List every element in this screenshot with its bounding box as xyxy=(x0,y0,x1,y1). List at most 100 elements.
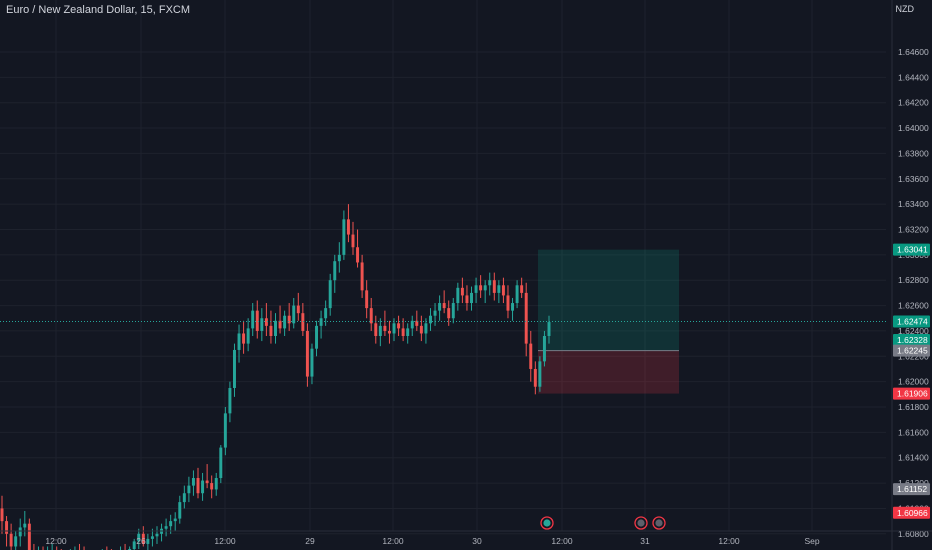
candle-body xyxy=(251,310,255,329)
time-tick-label: 26 xyxy=(136,536,146,546)
candle-body xyxy=(232,349,236,388)
candle-body xyxy=(365,290,369,309)
price-tick-label: 1.62000 xyxy=(898,377,929,387)
currency-label: NZD xyxy=(895,4,915,14)
time-tick-label: 12:00 xyxy=(382,536,404,546)
candle-body xyxy=(296,305,300,314)
candle-body xyxy=(401,328,405,337)
price-tick-label: 1.62800 xyxy=(898,275,929,285)
position-tool[interactable] xyxy=(538,249,679,394)
candle-body xyxy=(374,323,378,337)
price-label: 1.62245 xyxy=(897,346,928,356)
candle-body xyxy=(346,219,350,235)
price-tick-label: 1.63200 xyxy=(898,224,929,234)
price-label: 1.62328 xyxy=(897,335,928,345)
price-label-box xyxy=(893,243,930,256)
candle-body xyxy=(488,280,492,286)
candle-body xyxy=(274,320,277,337)
candle-body xyxy=(333,261,337,281)
candle-body xyxy=(292,305,296,324)
price-label: 1.63041 xyxy=(897,245,928,255)
candle-body xyxy=(538,361,542,387)
candle-body xyxy=(479,285,483,291)
price-label-box xyxy=(893,483,930,496)
time-tick-label: 12:00 xyxy=(718,536,740,546)
price-label: 1.60966 xyxy=(897,508,928,518)
time-tick-label: Sep xyxy=(804,536,819,546)
candle-body xyxy=(242,333,246,344)
candle-body xyxy=(137,533,141,542)
candle-body xyxy=(429,315,432,324)
candle-body xyxy=(132,541,136,550)
candle-body xyxy=(524,292,528,344)
candle-body xyxy=(182,493,186,503)
candle-body xyxy=(155,533,159,537)
candle-body xyxy=(433,310,437,316)
candle-body xyxy=(178,502,182,519)
price-tick-label: 1.61400 xyxy=(898,453,929,463)
candle-body xyxy=(410,320,414,329)
candle-body xyxy=(451,303,455,319)
symbol-title: Euro / New Zealand Dollar, 15, FXCM xyxy=(6,4,191,16)
candle-body xyxy=(169,521,173,527)
candle-body xyxy=(456,287,460,304)
time-axis[interactable]: 12:00 26 12:00 29 12:00 30 12:00 31 12:00 Sep xyxy=(0,530,932,546)
candle-body xyxy=(387,330,391,334)
candle-body xyxy=(9,533,13,547)
candle-body xyxy=(438,303,442,311)
candle-body xyxy=(342,219,346,255)
candle-body xyxy=(146,538,150,544)
candle-body xyxy=(542,336,546,362)
event-marker-flag-icon xyxy=(655,519,663,527)
candle-body xyxy=(210,483,214,490)
price-tick-label: 1.61200 xyxy=(898,478,929,488)
candle-body xyxy=(511,303,515,311)
event-markers[interactable] xyxy=(540,516,666,530)
candle-body xyxy=(191,478,195,486)
candle-body xyxy=(356,247,360,263)
candle-body xyxy=(415,320,419,326)
grid-lines xyxy=(0,0,886,535)
candle-body xyxy=(529,343,533,369)
candle-body xyxy=(219,447,223,479)
candle-body xyxy=(205,480,209,484)
candle-body xyxy=(337,254,341,262)
candle-body xyxy=(392,323,396,334)
price-label-box xyxy=(893,387,930,400)
candle-body xyxy=(305,330,309,377)
candle-body xyxy=(483,285,487,291)
candle-body xyxy=(0,508,4,522)
price-label: 1.61152 xyxy=(897,484,927,494)
candle-body xyxy=(196,478,200,494)
price-tick-label: 1.63800 xyxy=(898,148,929,158)
candle-body xyxy=(27,523,31,550)
candle-body xyxy=(228,387,232,414)
price-tick-label: 1.64000 xyxy=(898,123,929,133)
price-label-box xyxy=(893,344,930,357)
candle-body xyxy=(324,308,328,319)
candle-body xyxy=(360,262,364,291)
candle-body xyxy=(383,325,387,331)
time-tick-label: 12:00 xyxy=(214,536,236,546)
candle-body xyxy=(447,308,451,319)
candle-body xyxy=(442,303,446,309)
time-tick-label: 29 xyxy=(305,536,315,546)
candle-body xyxy=(319,318,323,326)
candle-body xyxy=(501,285,505,296)
candle-body xyxy=(497,285,501,293)
price-axis[interactable]: 1.64600 1.64400 1.64200 1.64000 1.63800 1.636… xyxy=(891,0,932,550)
candle-body xyxy=(506,295,510,311)
profit-zone xyxy=(538,249,679,351)
candle-body xyxy=(406,328,410,337)
candle-body xyxy=(201,480,205,494)
candle-body xyxy=(328,280,332,309)
price-tick-label: 1.61800 xyxy=(898,402,929,412)
candle-body xyxy=(18,527,22,537)
price-tick-label: 1.61600 xyxy=(898,427,929,437)
candle-body xyxy=(14,536,18,547)
candle-body xyxy=(369,308,373,324)
candle-body xyxy=(255,310,259,331)
candle-body xyxy=(474,285,478,293)
